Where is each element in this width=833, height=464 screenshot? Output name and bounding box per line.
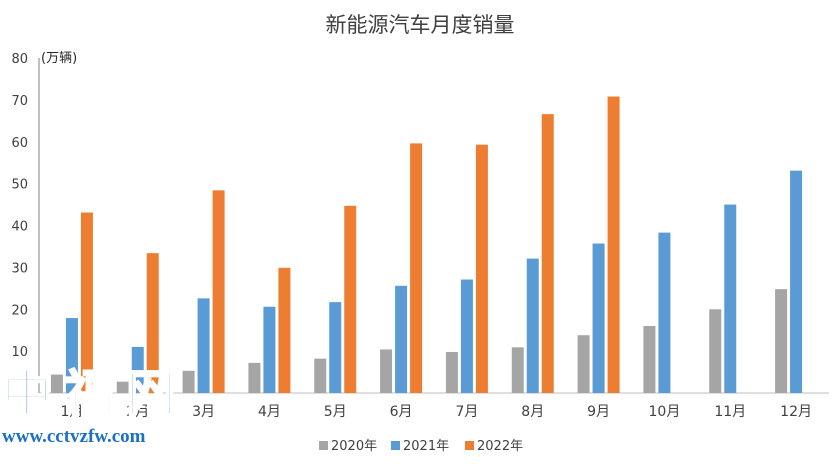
bar-2020年-7月 xyxy=(445,351,458,393)
watermark-url: www.cctvzfw.com xyxy=(2,426,146,447)
y-tick-label: 40 xyxy=(11,220,28,235)
y-tick-label: 80 xyxy=(11,52,28,67)
bar-2022年-2月 xyxy=(146,253,159,393)
bar-2021年-10月 xyxy=(658,232,671,393)
legend-label: 2020年 xyxy=(331,439,377,454)
y-tick-label: 20 xyxy=(11,303,28,318)
y-tick-label: 30 xyxy=(11,261,28,276)
x-tick-label: 3月 xyxy=(192,404,215,420)
y-tick-label: 10 xyxy=(11,345,28,360)
bar-2020年-8月 xyxy=(511,347,524,393)
chart-title: 新能源汽车月度销量 xyxy=(326,13,515,37)
bar-2021年-8月 xyxy=(526,258,539,393)
bar-2020年-4月 xyxy=(248,362,261,393)
bar-2021年-6月 xyxy=(395,285,408,393)
x-tick-label: 4月 xyxy=(258,404,281,420)
bar-2022年-4月 xyxy=(278,267,291,393)
x-tick-label: 5月 xyxy=(324,404,347,420)
x-tick-label: 12月 xyxy=(780,404,812,420)
x-tick-label: 10月 xyxy=(649,404,681,420)
bar-2021年-7月 xyxy=(460,279,473,393)
x-tick-label: 1月 xyxy=(60,404,83,420)
bar-2022年-7月 xyxy=(475,144,488,393)
legend-swatch xyxy=(391,441,400,450)
watermark-chinese-text: 中福网 xyxy=(1,364,188,423)
x-tick-label: 9月 xyxy=(587,404,610,420)
bar-2021年-9月 xyxy=(592,243,605,393)
bar-2021年-2月 xyxy=(131,346,144,393)
bar-2020年-3月 xyxy=(182,370,195,393)
bar-2020年-12月 xyxy=(775,289,788,393)
y-tick-labels: 10 20 30 40 50 60 70 80 xyxy=(11,52,28,360)
y-tick-label: 50 xyxy=(11,178,28,193)
y-tick-label: 70 xyxy=(11,94,28,109)
x-tick-label: 2月 xyxy=(126,404,149,420)
bar-2021年-3月 xyxy=(197,298,210,393)
bar-2022年-3月 xyxy=(212,190,225,393)
watermark-logo: 中福网 www.cctvzfw.com xyxy=(0,364,230,454)
y-tick-label: 60 xyxy=(11,136,28,151)
x-tick-label: 7月 xyxy=(455,404,478,420)
bar-2020年-5月 xyxy=(314,358,327,393)
legend-label: 2022年 xyxy=(477,439,523,454)
x-tick-label: 8月 xyxy=(521,404,544,420)
bar-2020年-6月 xyxy=(380,349,393,393)
legend: 2020年 2021年 2022年 xyxy=(319,439,523,454)
bar-2021年-12月 xyxy=(790,170,803,393)
bar-2022年-6月 xyxy=(410,143,423,393)
bars xyxy=(50,96,803,394)
bar-2022年-5月 xyxy=(344,205,357,393)
y-axis-unit-label: (万辆) xyxy=(41,51,77,66)
bar-2021年-11月 xyxy=(724,204,737,393)
bar-2022年-8月 xyxy=(541,114,554,394)
bar-2022年-9月 xyxy=(607,96,620,394)
bar-2020年-10月 xyxy=(643,326,656,393)
x-tick-labels: 1月 2月 3月 4月 5月 6月 7月 8月 9月 10月 11月 12月 xyxy=(60,404,812,420)
legend-swatch xyxy=(465,441,474,450)
bar-2020年-2月 xyxy=(116,381,129,393)
legend-label: 2021年 xyxy=(403,439,449,454)
bar-2020年-1月 xyxy=(50,374,63,393)
bar-2020年-9月 xyxy=(577,335,590,393)
x-tick-label: 6月 xyxy=(390,404,413,420)
bar-2022年-1月 xyxy=(80,212,93,393)
bar-2021年-1月 xyxy=(65,318,78,393)
bar-2020年-11月 xyxy=(709,309,722,393)
legend-swatch xyxy=(319,441,328,450)
bar-2021年-4月 xyxy=(263,306,276,393)
x-tick-label: 11月 xyxy=(714,404,746,420)
bar-2021年-5月 xyxy=(329,302,342,393)
